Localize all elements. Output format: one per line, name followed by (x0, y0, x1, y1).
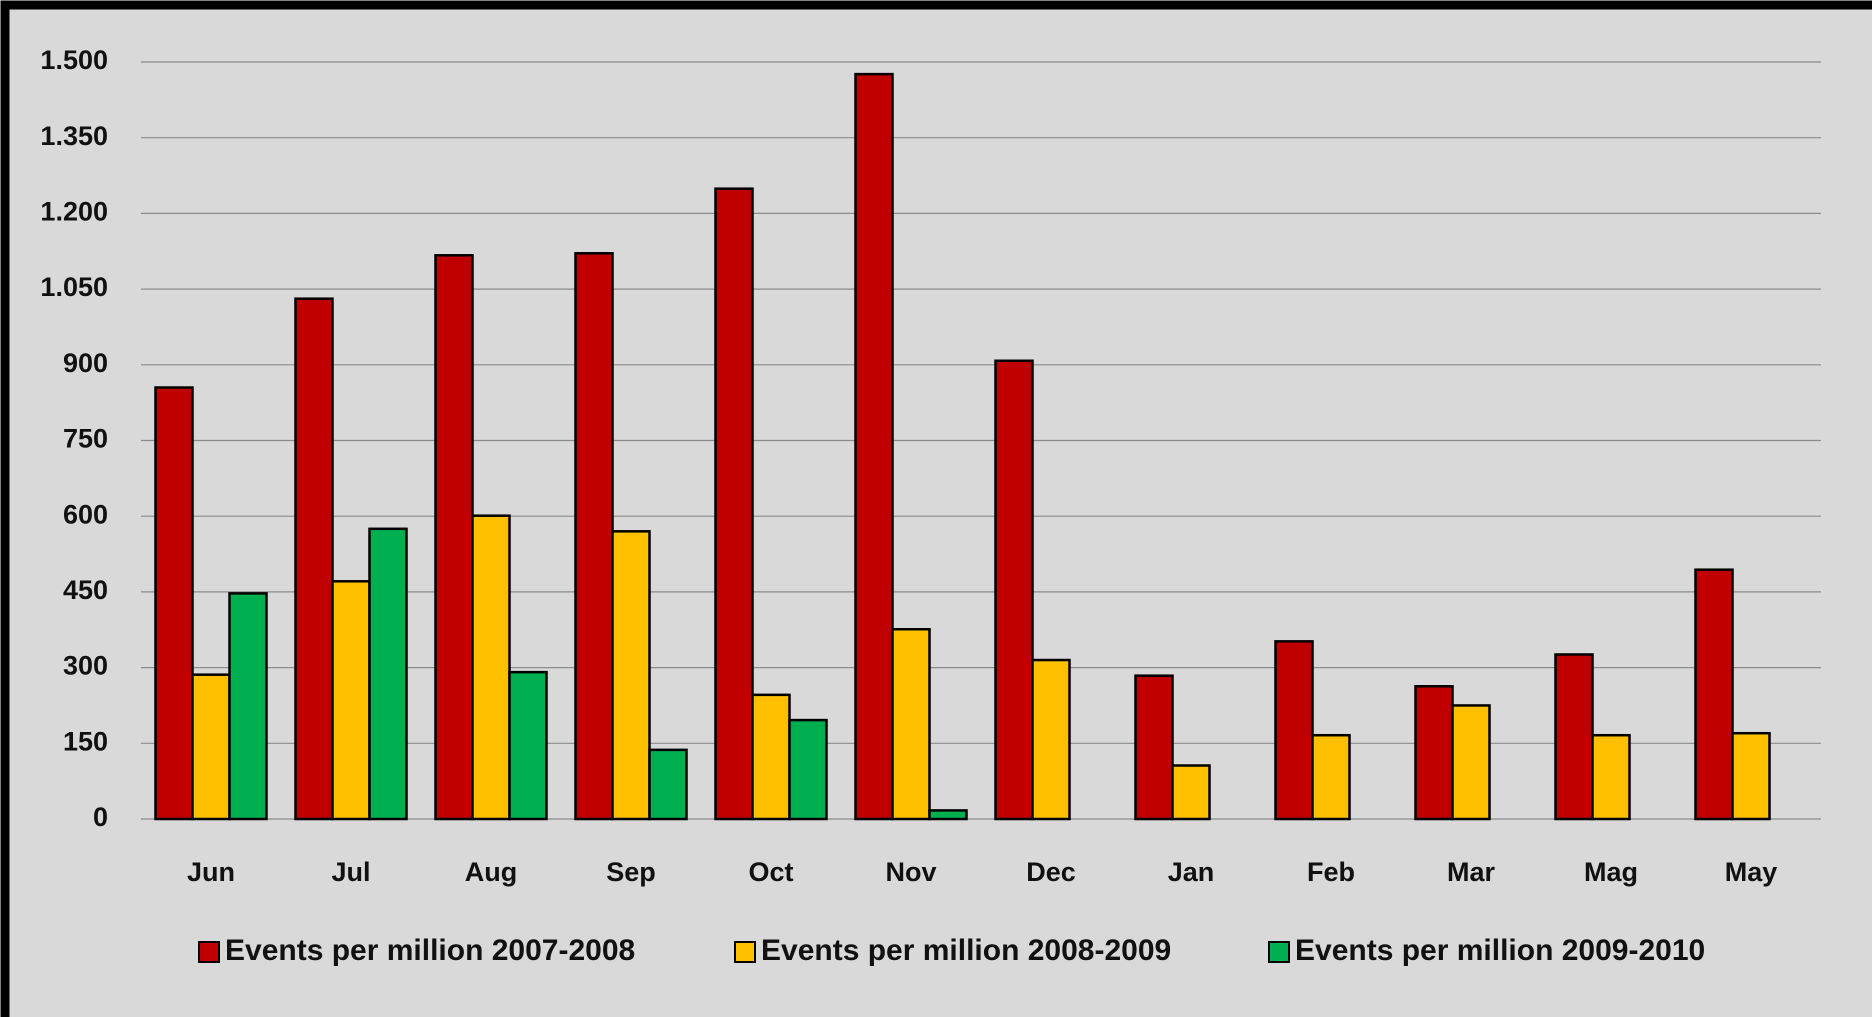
bar (1451, 704, 1491, 821)
bar (1311, 733, 1351, 821)
x-tick-label: Jun (187, 857, 235, 887)
bar (294, 297, 334, 821)
y-tick-label: 450 (63, 575, 108, 605)
y-tick-label: 0 (93, 802, 108, 832)
bar (1031, 658, 1071, 821)
y-tick-label: 750 (63, 424, 108, 454)
legend-swatch (198, 941, 220, 963)
bar (191, 673, 231, 821)
x-tick-label: Mag (1584, 857, 1638, 887)
bar (1414, 685, 1454, 821)
bar (154, 386, 194, 821)
legend-label: Events per million 2008-2009 (761, 934, 1171, 967)
bar (994, 359, 1034, 821)
y-tick-label: 1.200 (40, 197, 108, 227)
y-tick-label: 1.500 (40, 45, 108, 75)
bar (648, 748, 688, 821)
x-tick-label: Feb (1307, 857, 1355, 887)
x-tick-label: Aug (465, 857, 517, 887)
legend-label: Events per million 2007-2008 (225, 934, 635, 967)
bar (1554, 653, 1594, 821)
bar (471, 514, 511, 821)
y-tick-label: 1.050 (40, 272, 108, 302)
bar (1274, 640, 1314, 821)
bar (1591, 733, 1631, 821)
x-tick-label: Dec (1026, 857, 1076, 887)
legend-label: Events per million 2009-2010 (1295, 934, 1705, 967)
y-tick-label: 600 (63, 499, 108, 529)
bar (1134, 674, 1174, 821)
bar (368, 527, 408, 821)
bar (751, 693, 791, 821)
bar (331, 580, 371, 821)
bar (714, 187, 754, 821)
x-tick-label: Nov (885, 857, 936, 887)
bar (228, 592, 268, 821)
bar (1731, 731, 1771, 821)
y-tick-label: 1.350 (40, 121, 108, 151)
x-tick-label: Mar (1447, 857, 1496, 887)
y-tick-label: 300 (63, 651, 108, 681)
bar (891, 627, 931, 821)
bar (1171, 764, 1211, 821)
legend-swatch (1268, 941, 1290, 963)
y-tick-label: 900 (63, 348, 108, 378)
x-tick-label: May (1725, 857, 1778, 887)
bar (611, 530, 651, 821)
bar (508, 670, 548, 821)
x-tick-label: Jul (331, 857, 370, 887)
bar (1694, 568, 1734, 821)
legend-swatch (734, 941, 756, 963)
bar (574, 252, 614, 821)
y-tick-label: 150 (63, 726, 108, 756)
bar (854, 72, 894, 821)
bar (928, 809, 968, 821)
bar (788, 718, 828, 821)
x-tick-label: Jan (1168, 857, 1215, 887)
bar (434, 254, 474, 821)
x-tick-label: Oct (748, 857, 793, 887)
x-tick-label: Sep (606, 857, 656, 887)
